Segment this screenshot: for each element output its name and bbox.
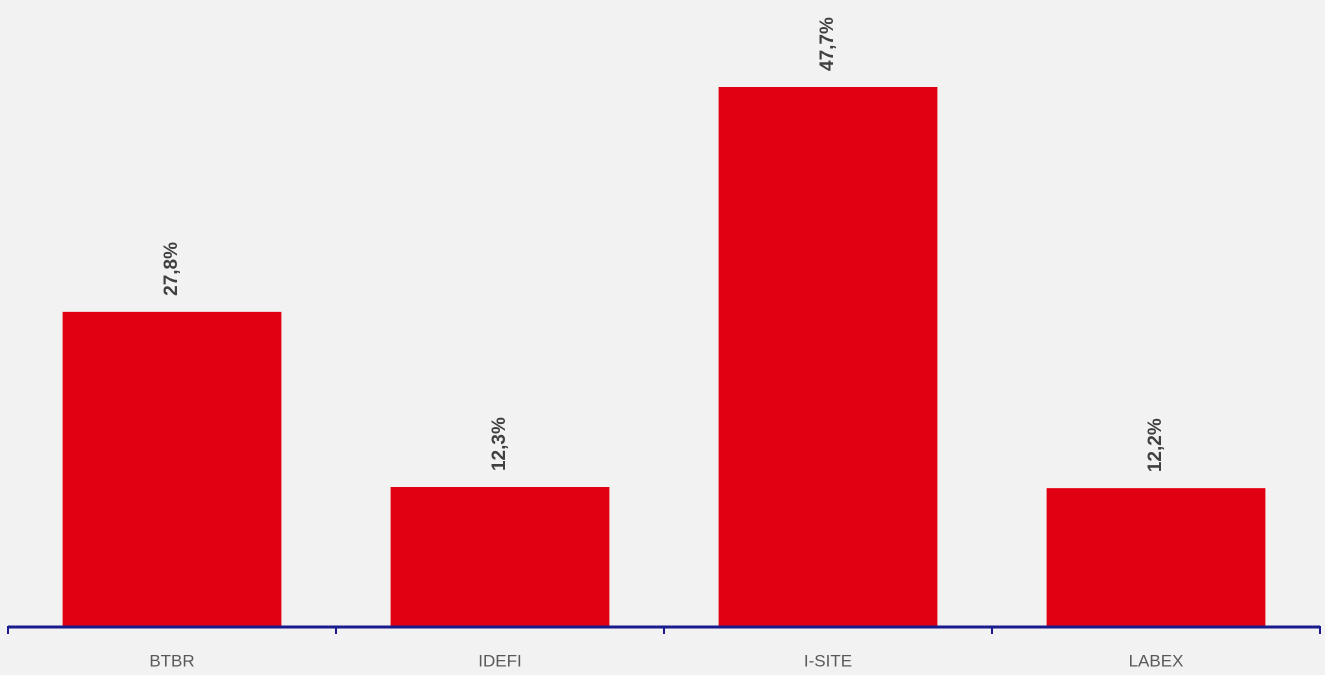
data-label: 27,8%: [161, 242, 182, 296]
x-tick-label: I-SITE: [804, 651, 852, 670]
x-tick-label: IDEFI: [478, 651, 521, 670]
x-tick-label: LABEX: [1129, 651, 1184, 670]
data-label: 12,3%: [489, 417, 510, 471]
data-label: 12,2%: [1145, 418, 1166, 472]
bar: [718, 86, 938, 627]
bar: [390, 487, 610, 626]
x-tick-label: BTBR: [149, 651, 194, 670]
data-label: 47,7%: [817, 17, 838, 71]
bar: [62, 311, 282, 626]
bar: [1046, 488, 1266, 626]
